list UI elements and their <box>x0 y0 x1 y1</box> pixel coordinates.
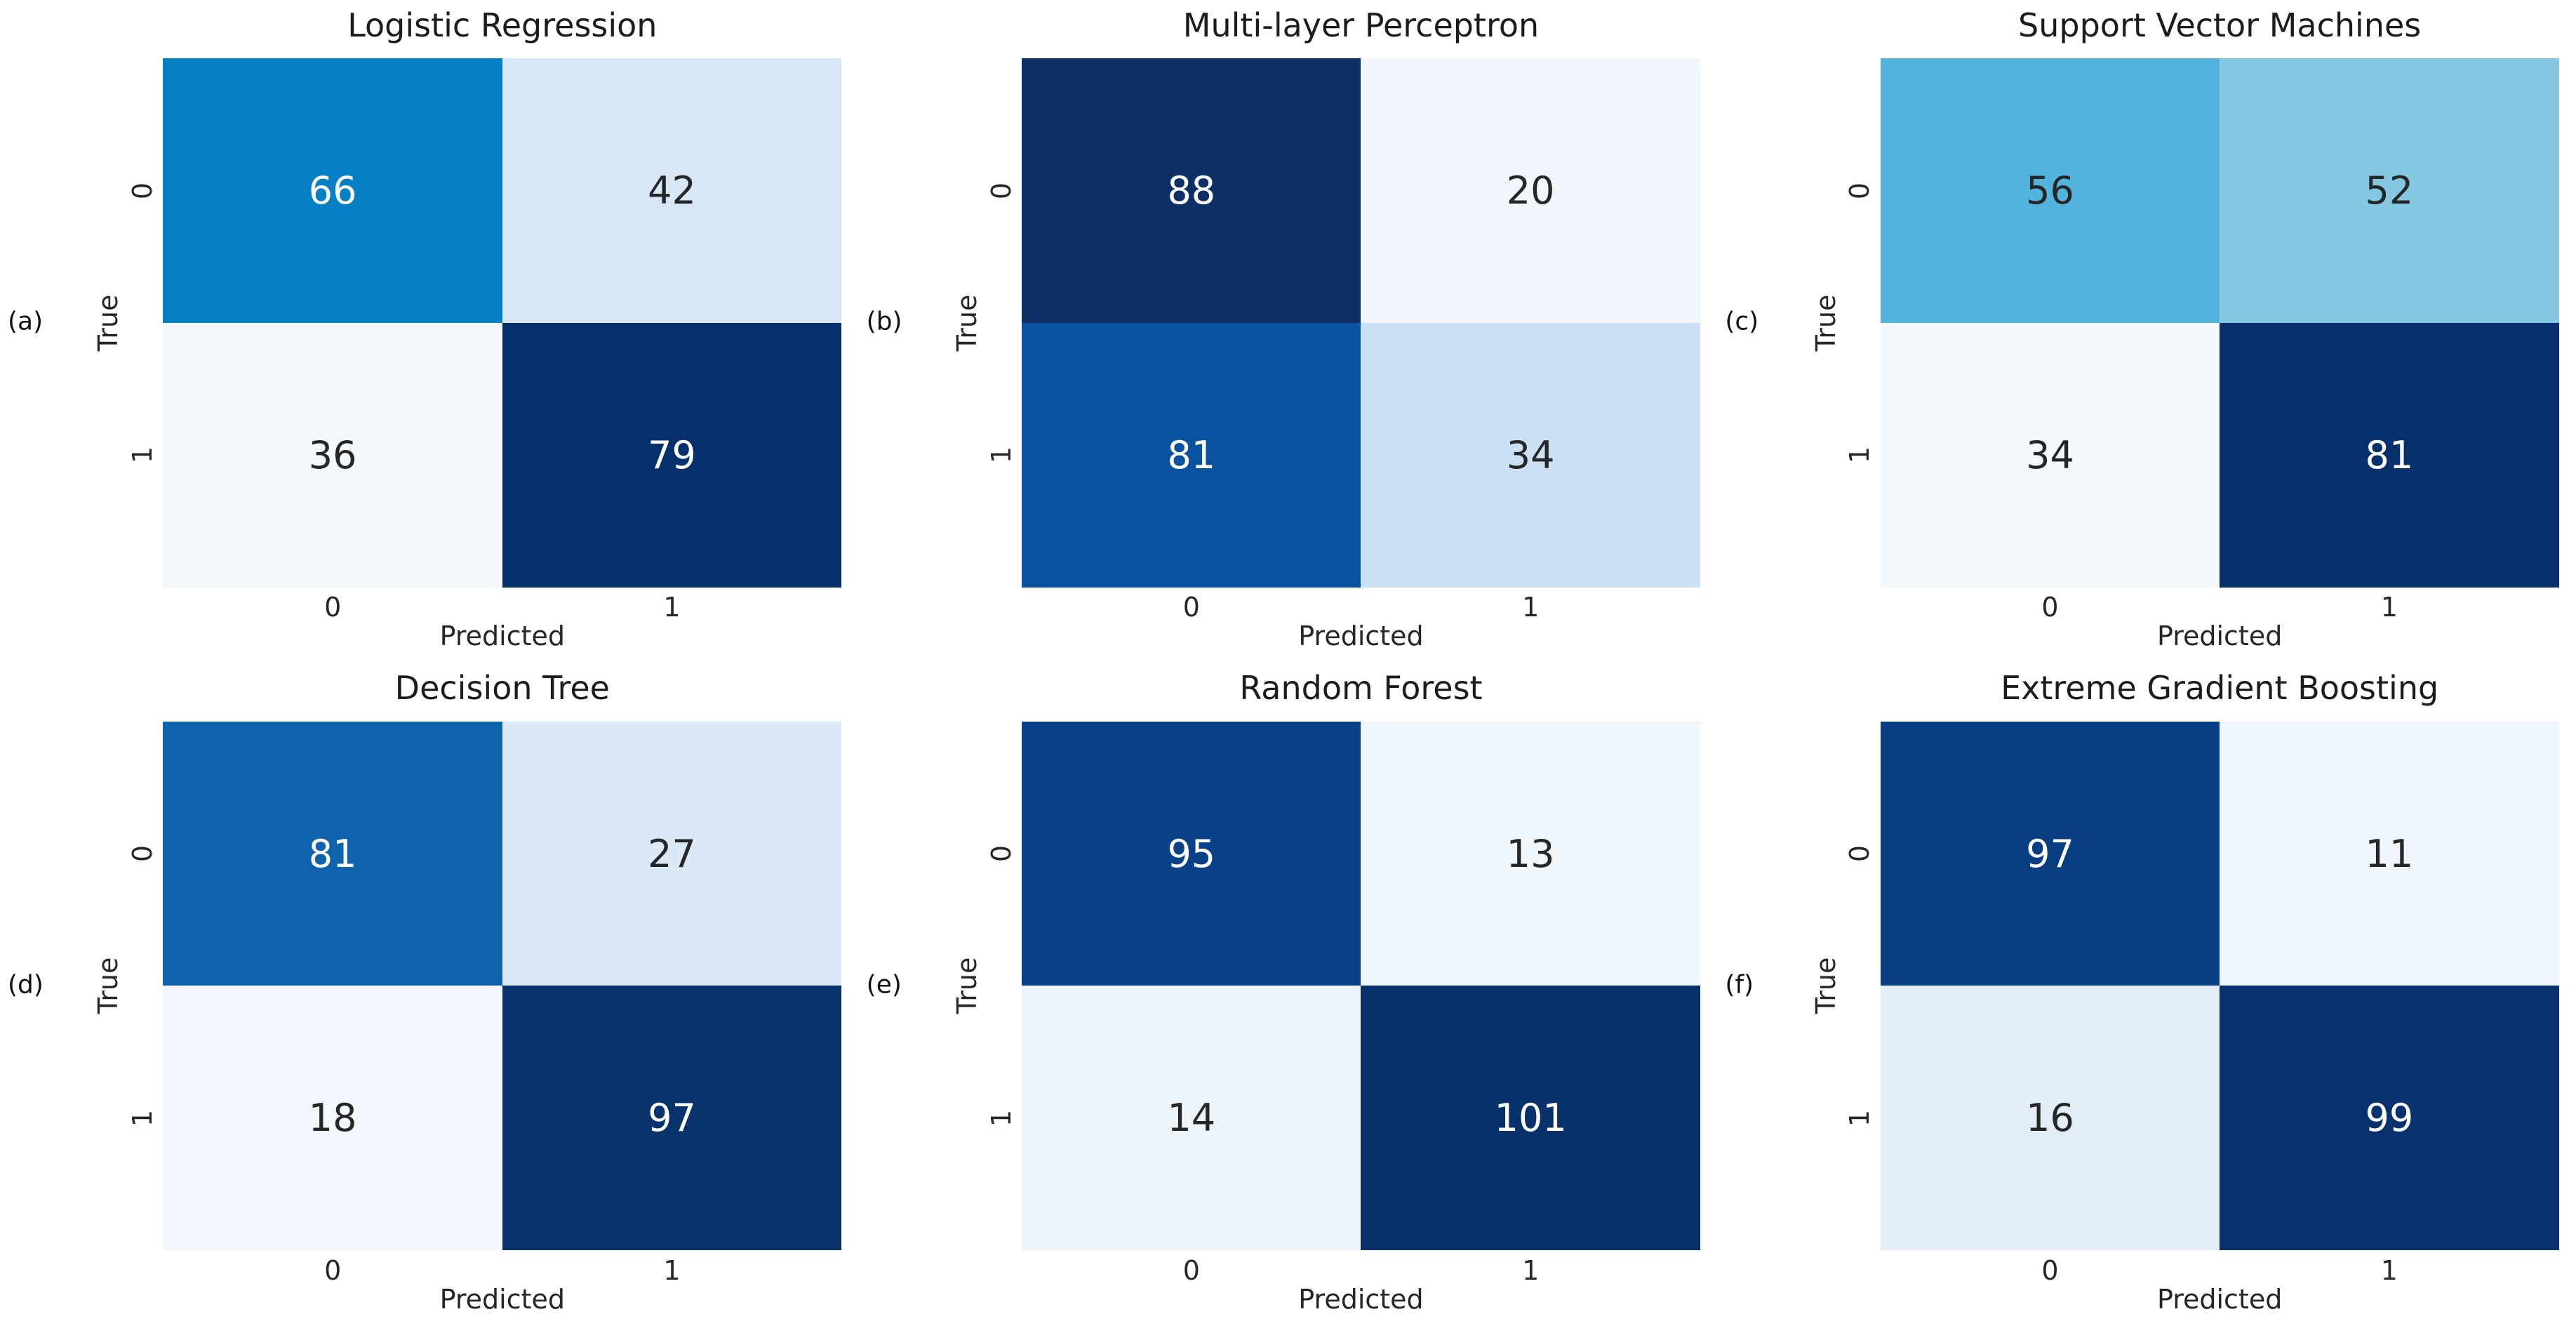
x-axis-label: Predicted <box>439 621 566 652</box>
panel-title: Support Vector Machines <box>2018 6 2422 44</box>
y-tick-1: 1 <box>127 1109 159 1127</box>
matrix-cell-true1-pred1: 99 <box>2220 986 2559 1251</box>
x-tick-0: 0 <box>2041 592 2059 623</box>
confusion-matrix-heatmap: 88 20 81 34 <box>1022 58 1700 588</box>
x-tick-0: 0 <box>2041 1254 2059 1286</box>
x-axis-label: Predicted <box>1298 621 1424 652</box>
x-axis-label: Predicted <box>439 1283 566 1315</box>
confusion-matrix-heatmap: 66 42 36 79 <box>163 58 842 588</box>
confusion-matrix-heatmap: 56 52 34 81 <box>1880 58 2559 588</box>
y-tick-0: 0 <box>127 182 159 199</box>
x-tick-1: 1 <box>2380 592 2398 623</box>
y-tick-0: 0 <box>1844 182 1876 199</box>
y-tick-0: 0 <box>127 844 159 863</box>
x-tick-0: 0 <box>1182 592 1200 623</box>
panel-letter: (b) <box>866 307 902 336</box>
x-tick-1: 1 <box>2380 1254 2398 1286</box>
confusion-matrix-panel: (a) Logistic Regression True 0 1 66 42 3… <box>0 0 859 663</box>
y-axis-label: True <box>93 294 124 352</box>
matrix-cell-true0-pred1: 52 <box>2220 58 2559 323</box>
matrix-cell-true0-pred0: 81 <box>163 721 502 986</box>
y-axis-label: True <box>1810 957 1841 1014</box>
x-tick-1: 1 <box>663 1254 681 1286</box>
confusion-matrix-panel: (c) Support Vector Machines True 0 1 56 … <box>1717 0 2576 663</box>
panel-title: Multi-layer Perceptron <box>1182 6 1540 44</box>
confusion-matrix-panel: (d) Decision Tree True 0 1 81 27 18 97 0… <box>0 663 859 1326</box>
confusion-matrix-heatmap: 97 11 16 99 <box>1880 721 2559 1251</box>
matrix-cell-true1-pred0: 34 <box>1880 322 2220 588</box>
confusion-matrix-panel: (f) Extreme Gradient Boosting True 0 1 9… <box>1717 663 2576 1326</box>
matrix-cell-true0-pred1: 27 <box>502 721 842 986</box>
panel-letter: (d) <box>8 970 44 1000</box>
y-axis-label: True <box>951 957 982 1014</box>
matrix-cell-true1-pred0: 16 <box>1880 986 2220 1251</box>
y-tick-1: 1 <box>985 1109 1017 1127</box>
y-tick-1: 1 <box>1844 1109 1876 1127</box>
confusion-matrix-heatmap: 81 27 18 97 <box>163 721 842 1251</box>
matrix-cell-true0-pred0: 56 <box>1880 58 2220 323</box>
x-tick-0: 0 <box>324 1254 342 1286</box>
x-axis-label: Predicted <box>2156 621 2283 652</box>
x-axis-label: Predicted <box>2156 1283 2283 1315</box>
matrix-cell-true0-pred0: 88 <box>1022 58 1361 323</box>
x-tick-0: 0 <box>324 592 342 623</box>
x-tick-1: 1 <box>1522 1254 1540 1286</box>
matrix-cell-true0-pred0: 95 <box>1022 721 1361 986</box>
matrix-cell-true0-pred1: 20 <box>1361 58 1700 323</box>
matrix-cell-true1-pred0: 36 <box>163 322 502 588</box>
confusion-matrix-heatmap: 95 13 14 101 <box>1022 721 1700 1251</box>
x-tick-0: 0 <box>1182 1254 1200 1286</box>
matrix-cell-true1-pred1: 81 <box>2220 322 2559 588</box>
y-tick-0: 0 <box>1844 844 1876 863</box>
panel-title: Random Forest <box>1239 669 1483 707</box>
x-axis-label: Predicted <box>1298 1283 1424 1315</box>
y-tick-1: 1 <box>127 446 159 464</box>
panel-title: Extreme Gradient Boosting <box>2001 669 2439 707</box>
matrix-cell-true0-pred0: 66 <box>163 58 502 323</box>
matrix-cell-true0-pred0: 97 <box>1880 721 2220 986</box>
panel-letter: (f) <box>1725 970 1754 1000</box>
panel-letter: (a) <box>8 307 44 336</box>
confusion-matrix-panel: (b) Multi-layer Perceptron True 0 1 88 2… <box>859 0 1718 663</box>
matrix-cell-true1-pred1: 34 <box>1361 322 1700 588</box>
y-axis-label: True <box>1810 294 1841 352</box>
y-axis-label: True <box>951 294 982 352</box>
matrix-cell-true1-pred0: 81 <box>1022 322 1361 588</box>
matrix-cell-true0-pred1: 13 <box>1361 721 1700 986</box>
panel-letter: (e) <box>866 970 902 1000</box>
matrix-cell-true1-pred1: 97 <box>502 986 842 1251</box>
matrix-cell-true1-pred0: 18 <box>163 986 502 1251</box>
x-tick-1: 1 <box>1522 592 1540 623</box>
confusion-matrix-panel: (e) Random Forest True 0 1 95 13 14 101 … <box>859 663 1718 1326</box>
y-tick-1: 1 <box>1844 446 1876 464</box>
matrix-cell-true1-pred1: 101 <box>1361 986 1700 1251</box>
matrix-cell-true1-pred0: 14 <box>1022 986 1361 1251</box>
panel-title: Decision Tree <box>394 669 610 707</box>
y-axis-label: True <box>93 957 124 1014</box>
x-tick-1: 1 <box>663 592 681 623</box>
y-tick-1: 1 <box>985 446 1017 464</box>
panel-letter: (c) <box>1725 307 1759 336</box>
panel-title: Logistic Regression <box>347 6 658 44</box>
matrix-cell-true0-pred1: 11 <box>2220 721 2559 986</box>
matrix-cell-true0-pred1: 42 <box>502 58 842 323</box>
matrix-cell-true1-pred1: 79 <box>502 322 842 588</box>
y-tick-0: 0 <box>985 844 1017 863</box>
y-tick-0: 0 <box>985 182 1017 199</box>
